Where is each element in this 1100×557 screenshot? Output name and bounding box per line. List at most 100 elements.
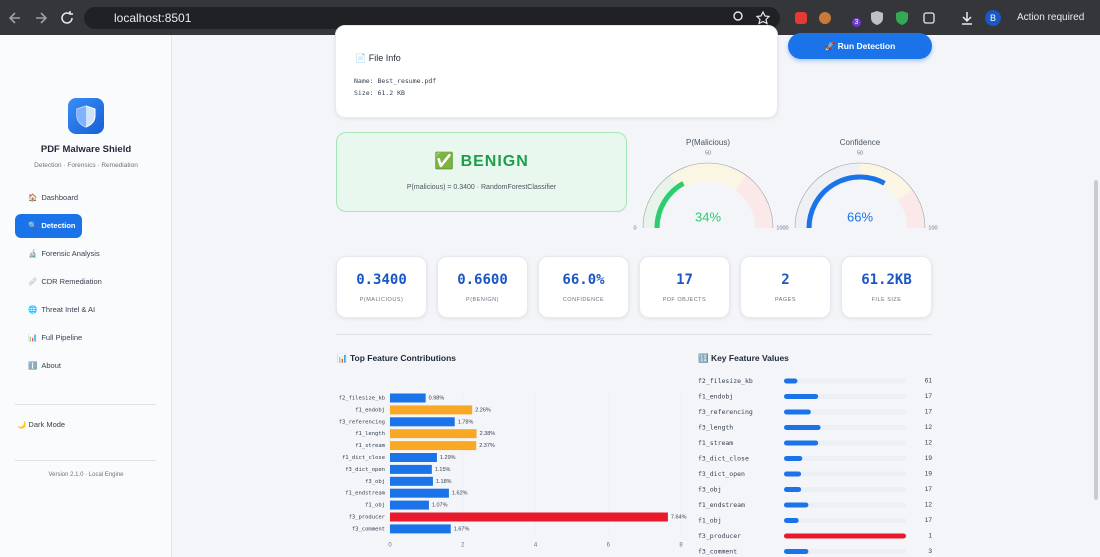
metric-card bbox=[437, 256, 528, 318]
feature-name: f2_filesize_kb bbox=[698, 377, 753, 385]
data-label: 1.07% bbox=[432, 503, 448, 509]
bar bbox=[390, 441, 477, 451]
feature-name: f1_obj bbox=[698, 517, 721, 525]
extension-badge: 3 bbox=[852, 18, 861, 27]
bar bbox=[390, 476, 433, 486]
track bbox=[784, 502, 906, 508]
fill-bar bbox=[784, 502, 809, 508]
nav-item[interactable]: 🔍 Detection bbox=[15, 214, 82, 238]
status-chip[interactable]: Action required bbox=[1017, 12, 1085, 23]
nav-item[interactable]: 📊 Full Pipeline bbox=[28, 326, 82, 350]
gauge-step bbox=[735, 175, 773, 229]
nav-item[interactable]: 🏠 Dashboard bbox=[28, 186, 78, 210]
chart-title: 🔢 Key Feature Values bbox=[698, 353, 789, 363]
x-tick-label: 6 bbox=[607, 543, 611, 549]
y-tick-label: f3_dict_open bbox=[345, 467, 385, 473]
metric-card bbox=[336, 256, 427, 318]
gauge-step bbox=[795, 163, 861, 229]
gauge-tick-label: 50 bbox=[705, 150, 711, 156]
shield-icon bbox=[76, 105, 96, 128]
bar bbox=[390, 524, 451, 534]
feature-value: 17 bbox=[925, 393, 933, 400]
bar bbox=[390, 453, 437, 462]
y-tick-label: f1_obj bbox=[365, 503, 385, 509]
nav-label: CDR Remediation bbox=[41, 277, 102, 286]
feature-value: 12 bbox=[925, 502, 933, 509]
metric-value: 17 bbox=[676, 272, 693, 288]
fill-bar bbox=[784, 533, 906, 539]
data-label: 1.29% bbox=[440, 455, 456, 461]
track bbox=[784, 471, 906, 477]
run-detection-button[interactable]: 🚀 Run Detection bbox=[788, 33, 932, 59]
fill-bar bbox=[784, 487, 802, 492]
label: Size: bbox=[354, 89, 374, 97]
toolbar-icons bbox=[733, 11, 831, 25]
feature-value: 19 bbox=[925, 471, 933, 478]
feature-name: f3_dict_close bbox=[698, 455, 749, 463]
nav-label: Threat Intel & AI bbox=[41, 305, 96, 314]
download-icon[interactable] bbox=[960, 11, 974, 25]
file-name: Best_resume.pdf bbox=[377, 77, 437, 85]
y-tick-label: f1_endobj bbox=[355, 407, 385, 413]
feature-value: 12 bbox=[925, 440, 933, 447]
gauge-number: 34% bbox=[695, 209, 721, 224]
metric-card bbox=[841, 256, 932, 318]
gauge-step bbox=[859, 163, 913, 201]
x-tick-label: 8 bbox=[679, 543, 683, 549]
feature-name: f3_obj bbox=[698, 486, 721, 494]
y-tick-label: f3_producer bbox=[349, 515, 386, 521]
fill-bar bbox=[784, 549, 809, 554]
section-divider bbox=[336, 334, 932, 335]
fill-bar bbox=[784, 471, 802, 477]
scrollbar[interactable] bbox=[1094, 180, 1098, 500]
address-bar[interactable]: localhost:8501 bbox=[84, 7, 780, 29]
bar bbox=[390, 500, 429, 510]
feature-name: f1_endstream bbox=[698, 501, 745, 509]
y-tick-label: f1_endstream bbox=[345, 491, 385, 497]
metric-value: 66.0% bbox=[562, 272, 605, 288]
feature-name: f3_producer bbox=[698, 532, 741, 540]
feature-value: 1 bbox=[928, 533, 932, 540]
fill-bar bbox=[784, 518, 799, 523]
chart-title: 📊 Top Feature Contributions bbox=[337, 353, 457, 363]
nav-icon: 🔍 bbox=[28, 221, 38, 230]
data-label: 2.26% bbox=[475, 407, 491, 413]
track bbox=[784, 487, 906, 492]
file-size-row: Size: 61.2 KB bbox=[354, 89, 405, 97]
nav-icon: 🌐 bbox=[28, 305, 38, 314]
feature-value: 3 bbox=[928, 548, 932, 555]
metric-value: 2 bbox=[781, 272, 790, 288]
data-label: 2.37% bbox=[479, 443, 495, 449]
nav-icon: 🩹 bbox=[28, 277, 38, 286]
nav-label: About bbox=[41, 361, 61, 370]
gauge-step bbox=[897, 189, 925, 229]
metric-label: CONFIDENCE bbox=[562, 297, 605, 303]
fill-bar bbox=[784, 440, 819, 446]
label: Name: bbox=[354, 77, 374, 85]
data-label: 0.98% bbox=[429, 395, 445, 401]
data-label: 1.18% bbox=[436, 479, 452, 485]
nav-item[interactable]: 🌐 Threat Intel & AI bbox=[28, 298, 95, 322]
feature-value: 17 bbox=[925, 517, 933, 524]
verdict-label: BENIGN bbox=[460, 153, 529, 170]
feature-name: f3_dict_open bbox=[698, 470, 745, 478]
file-name-row: Name: Best_resume.pdf bbox=[354, 77, 436, 85]
nav-item[interactable]: 🔬 Forensic Analysis bbox=[28, 242, 100, 266]
app-logo bbox=[68, 98, 104, 134]
nav-item[interactable]: 🩹 CDR Remediation bbox=[28, 270, 102, 294]
bar bbox=[390, 488, 449, 498]
feature-value: 19 bbox=[925, 455, 933, 462]
gauge-tick-label: 0 bbox=[633, 225, 636, 231]
fill-bar bbox=[784, 456, 803, 461]
profile-avatar[interactable]: B bbox=[985, 10, 1001, 26]
metric-label: FILE SIZE bbox=[871, 297, 902, 303]
nav-label: Dashboard bbox=[41, 193, 79, 202]
bar bbox=[390, 393, 426, 403]
dark-mode-toggle[interactable]: 🌙 Dark Mode bbox=[17, 420, 66, 429]
x-tick-label: 0 bbox=[388, 543, 392, 549]
nav-item[interactable]: ℹ️ About bbox=[28, 354, 61, 378]
file-size: 61.2 KB bbox=[377, 89, 405, 97]
y-tick-label: f1_dict_close bbox=[342, 455, 385, 461]
gauge-tick-label: 100 bbox=[928, 225, 937, 231]
